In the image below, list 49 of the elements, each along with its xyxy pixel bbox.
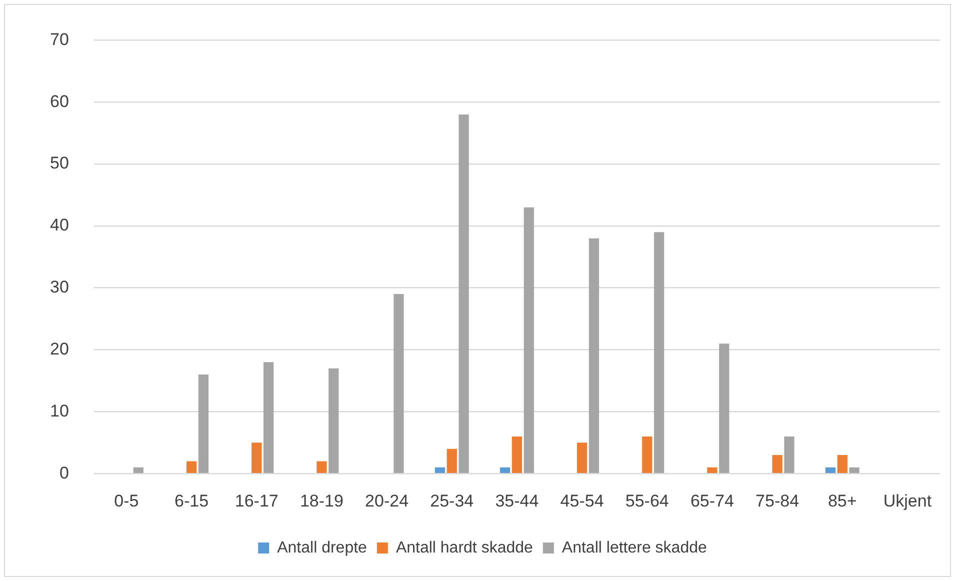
- bar: [837, 455, 848, 473]
- legend-label: Antall hardt skadde: [396, 539, 534, 556]
- bar: [446, 448, 457, 473]
- x-tick-label: 16-17: [234, 491, 278, 510]
- bar: [512, 436, 522, 473]
- x-tick-label: 85+: [828, 491, 857, 510]
- bar: [588, 238, 600, 473]
- bar: [576, 442, 588, 473]
- x-tick-label: 65-74: [690, 491, 734, 510]
- y-tick-label: 20: [50, 339, 69, 358]
- x-tick-label: Ukjent: [883, 491, 932, 510]
- bar: [252, 442, 262, 473]
- x-tick-label: 75-84: [756, 491, 800, 510]
- y-tick-label: 40: [50, 216, 69, 235]
- bar: [707, 467, 718, 473]
- bar: [458, 114, 469, 473]
- bar: [434, 467, 446, 473]
- bar: [316, 461, 327, 473]
- bar: [825, 467, 836, 473]
- bar: [784, 436, 794, 473]
- bar: [654, 232, 664, 473]
- x-tick-label: 35-44: [495, 491, 539, 510]
- y-tick-label: 10: [50, 401, 69, 420]
- x-tick-label: 20-24: [365, 491, 409, 510]
- bar: [133, 467, 144, 473]
- bar: [328, 368, 339, 473]
- bar: [849, 467, 860, 473]
- x-tick-label: 45-54: [560, 491, 604, 510]
- y-tick-label: 60: [50, 92, 69, 111]
- bar: [186, 461, 197, 473]
- legend-label: Antall drepte: [277, 539, 368, 556]
- y-tick-label: 70: [50, 30, 69, 49]
- bar: [394, 294, 404, 473]
- bar: [772, 455, 782, 473]
- bar: [263, 362, 274, 473]
- x-tick-label: 18-19: [300, 491, 344, 510]
- x-tick-label: 0-5: [114, 491, 139, 510]
- x-tick-label: 25-34: [430, 491, 474, 510]
- bar: [198, 374, 209, 473]
- legend-label: Antall lettere skadde: [562, 539, 707, 556]
- y-tick-label: 30: [50, 278, 69, 297]
- bar: [500, 467, 510, 473]
- x-tick-label: 6-15: [174, 491, 209, 510]
- x-tick-label: 55-64: [625, 491, 669, 510]
- bar: [524, 207, 534, 473]
- y-tick-label: 50: [50, 154, 69, 173]
- y-tick-label: 0: [59, 463, 69, 482]
- bar: [719, 344, 730, 473]
- bar: [642, 436, 652, 473]
